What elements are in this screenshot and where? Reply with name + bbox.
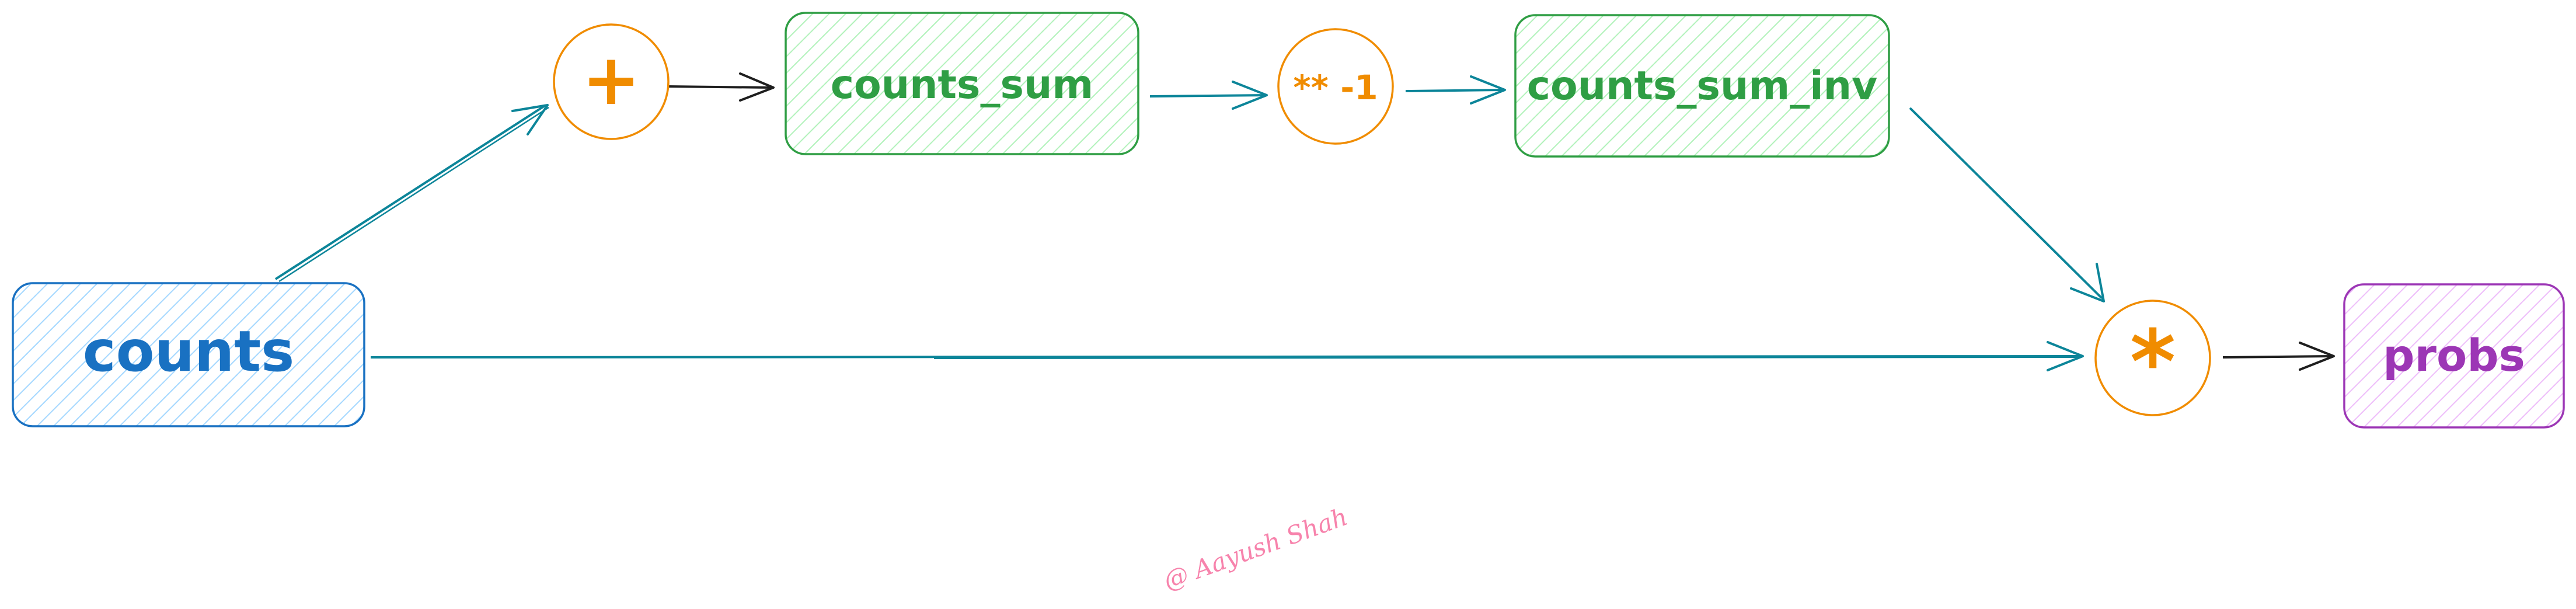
node-counts: counts bbox=[12, 282, 365, 427]
node-probs-box bbox=[2343, 283, 2565, 429]
edges bbox=[274, 72, 2335, 371]
op-pow-circle bbox=[1277, 28, 1394, 145]
edge-mul-to-probs bbox=[2222, 342, 2335, 371]
op-mul-label: * bbox=[2130, 312, 2176, 413]
node-counts-sum-label: counts_sum bbox=[831, 62, 1094, 108]
node-counts-sum-box bbox=[785, 12, 1139, 155]
node-probs-label: probs bbox=[2383, 329, 2525, 381]
edge-counts-sum-inv-to-mul bbox=[1909, 107, 2105, 302]
node-counts-box bbox=[12, 282, 365, 427]
node-counts-sum-inv-box bbox=[1514, 14, 1890, 158]
op-pow: ** -1 bbox=[1277, 28, 1394, 145]
edge-sum-to-counts-sum bbox=[665, 72, 775, 102]
op-mul: * bbox=[2094, 300, 2211, 416]
edge-pow-to-counts-sum-inv bbox=[1405, 75, 1506, 105]
node-counts-sum-inv: counts_sum_inv bbox=[1514, 14, 1890, 158]
author-watermark: @ Aayush Shah bbox=[1160, 502, 1351, 595]
node-counts-sum: counts_sum bbox=[785, 12, 1139, 155]
op-sum-label: + bbox=[582, 40, 641, 121]
op-sum-circle bbox=[553, 23, 670, 140]
edge-counts-sum-to-pow bbox=[1149, 81, 1268, 110]
op-mul-circle bbox=[2094, 300, 2211, 416]
node-probs: probs bbox=[2343, 283, 2565, 429]
op-pow-label: ** -1 bbox=[1293, 68, 1378, 107]
op-sum: + bbox=[553, 23, 670, 140]
edge-counts-to-sum bbox=[274, 104, 549, 283]
node-counts-label: counts bbox=[83, 319, 295, 384]
edge-counts-to-mul bbox=[370, 341, 2084, 371]
node-counts-sum-inv-label: counts_sum_inv bbox=[1527, 63, 1878, 109]
